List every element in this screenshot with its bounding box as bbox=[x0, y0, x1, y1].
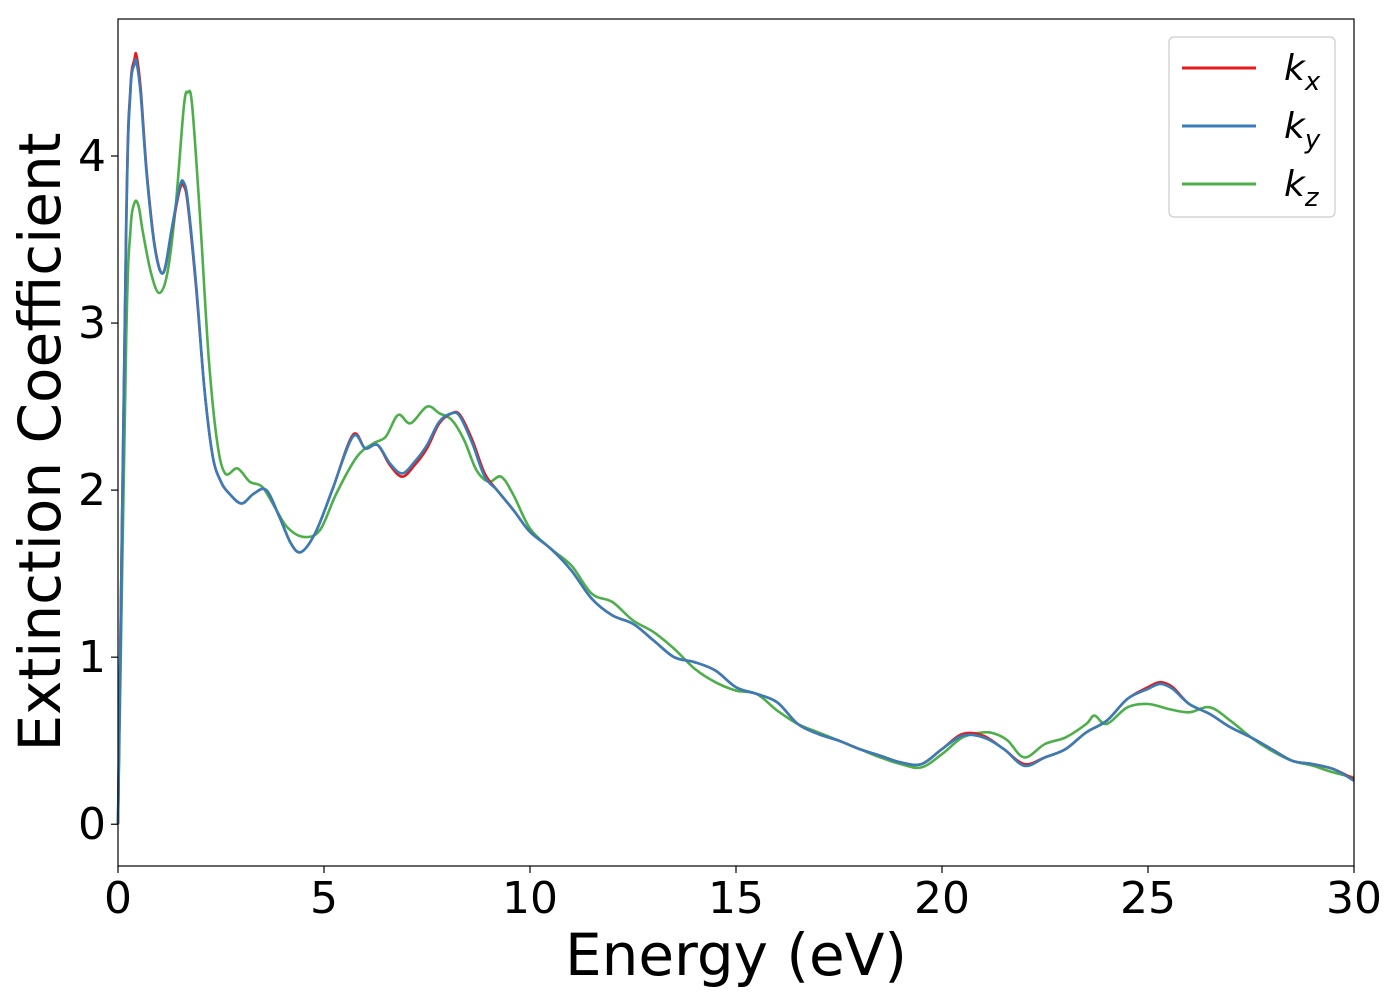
legend-label-base: k bbox=[1284, 164, 1307, 205]
legend-label-subscript: z bbox=[1304, 183, 1320, 213]
x-tick-label: 30 bbox=[1326, 873, 1382, 924]
series-lines bbox=[116, 51, 1355, 825]
x-tick-label: 0 bbox=[104, 873, 132, 924]
legend-label-subscript: x bbox=[1304, 67, 1321, 97]
legend-label-y: ky bbox=[1284, 106, 1321, 155]
y-tick-label: 0 bbox=[78, 799, 106, 850]
x-axis-label: Energy (eV) bbox=[565, 921, 907, 989]
y-tick-label: 1 bbox=[78, 632, 106, 683]
x-tick-label: 25 bbox=[1120, 873, 1176, 924]
y-axis-label: Extinction Coefficient bbox=[6, 133, 74, 752]
x-tick-label: 15 bbox=[708, 873, 764, 924]
y-tick-label: 3 bbox=[78, 298, 106, 349]
x-tick-label: 10 bbox=[502, 873, 558, 924]
y-tick-label: 4 bbox=[78, 131, 106, 182]
series-line-y bbox=[116, 58, 1355, 825]
x-axis-ticks: 0 5 10 15 20 25 30 bbox=[104, 866, 1382, 924]
legend-label-x: kx bbox=[1284, 48, 1321, 97]
x-tick-label: 20 bbox=[914, 873, 970, 924]
legend-label-base: k bbox=[1284, 48, 1307, 89]
x-tick-label: 5 bbox=[310, 873, 338, 924]
legend-label-z: kz bbox=[1284, 164, 1320, 213]
legend-label-base: k bbox=[1284, 106, 1307, 147]
y-tick-label: 2 bbox=[78, 465, 106, 516]
y-axis-ticks: 0 1 2 3 4 bbox=[78, 131, 118, 850]
legend-label-subscript: y bbox=[1304, 125, 1321, 155]
